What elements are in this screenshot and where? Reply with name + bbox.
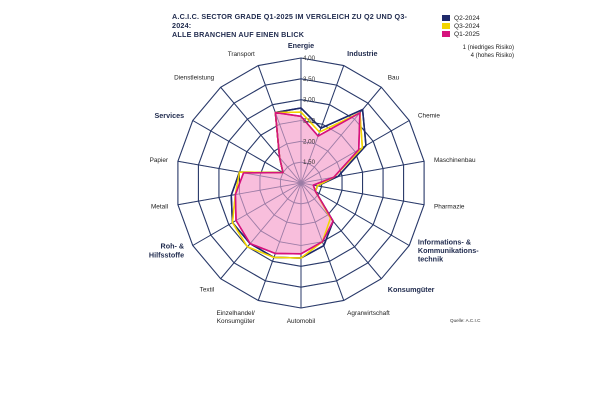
grid-ring-overlay bbox=[177, 57, 425, 309]
category-label: Services bbox=[155, 111, 185, 120]
series-outlines bbox=[230, 107, 367, 259]
category-label: Papier bbox=[150, 157, 169, 164]
grid-spoke-overlay bbox=[257, 65, 302, 184]
category-label-line: Services bbox=[155, 111, 185, 120]
grid-spoke bbox=[300, 182, 425, 206]
risk-scale-note: 1 (niedriges Risiko) 4 (hohes Risiko) bbox=[463, 44, 514, 60]
category-label: Energie bbox=[288, 41, 314, 50]
grid-spoke-overlay bbox=[300, 120, 410, 184]
category-label: Bau bbox=[388, 75, 400, 82]
category-label: Industrie bbox=[347, 49, 377, 58]
legend-item-q3-2024: Q3-2024 bbox=[442, 22, 512, 30]
grid-spoke bbox=[300, 182, 410, 246]
category-label: Dienstleistung bbox=[174, 75, 215, 82]
category-label: Informations- & Kommunikations-technik bbox=[418, 237, 479, 263]
category-label: Textil bbox=[200, 287, 215, 294]
category-label: Chemie bbox=[418, 113, 440, 120]
category-label: Transport bbox=[228, 51, 255, 58]
category-label: Konsumgüter bbox=[388, 285, 435, 294]
legend-label: Q1-2025 bbox=[454, 30, 480, 38]
series-group bbox=[230, 107, 367, 259]
grid-spoke-overlay bbox=[177, 182, 302, 206]
category-label-line: Textil bbox=[200, 287, 215, 294]
tick-label: 3,00 bbox=[303, 97, 316, 104]
grid-spoke-overlay bbox=[257, 182, 302, 301]
risk-low-label: 1 (niedriges Risiko) bbox=[462, 45, 514, 51]
category-labels: Energie Industrie Bau Chemie Maschinenbau Pha… bbox=[149, 41, 479, 325]
series-q1-2025 bbox=[234, 111, 361, 255]
legend-swatch-q3-2024 bbox=[442, 23, 450, 29]
category-label: Metall bbox=[151, 204, 168, 211]
tick-label: 4,00 bbox=[303, 55, 316, 62]
category-label: Agrarwirtschaft bbox=[347, 310, 390, 317]
category-label-line: Industrie bbox=[347, 49, 377, 58]
grid-spoke-overlay bbox=[300, 65, 345, 184]
category-label-line: Pharmazie bbox=[434, 204, 465, 211]
category-label-line: Energie bbox=[288, 41, 314, 50]
grid-spoke-overlay bbox=[300, 182, 382, 280]
category-label: Pharmazie bbox=[434, 204, 465, 211]
tick-label: 1,50 bbox=[303, 159, 316, 166]
legend-swatch-q1-2025 bbox=[442, 31, 450, 37]
category-label-line: technik bbox=[418, 255, 443, 264]
category-label: Maschinenbau bbox=[434, 157, 476, 164]
category-label-line: Konsumgüter bbox=[388, 285, 435, 294]
legend-item-q1-2025: Q1-2025 bbox=[442, 30, 512, 38]
category-label-line: Agrarwirtschaft bbox=[347, 310, 390, 317]
category-label-line: Hilfsstoffe bbox=[149, 250, 184, 259]
grid-spoke-overlay bbox=[220, 86, 302, 184]
grid-spoke-overlay bbox=[300, 182, 425, 206]
risk-high-label: 4 (hohes Risiko) bbox=[470, 53, 514, 59]
category-label-line: Automobil bbox=[287, 318, 315, 325]
grid-spoke-overlay bbox=[220, 182, 302, 280]
category-label-line: Einzelhandel/ bbox=[216, 310, 255, 317]
grid-spoke-overlay bbox=[300, 86, 382, 184]
legend: Q2-2024 Q3-2024 Q1-2025 bbox=[442, 14, 512, 38]
legend-label: Q2-2024 bbox=[454, 14, 480, 22]
source-note: Quelle: A.C.I.C bbox=[450, 318, 481, 323]
chart-title-line1: A.C.I.C. SECTOR GRADE Q1-2025 IM VERGLEI… bbox=[172, 12, 408, 30]
category-label: Automobil bbox=[287, 318, 315, 325]
category-label-line: Roh- & bbox=[161, 242, 185, 251]
category-label-line: Informations- & bbox=[418, 237, 471, 246]
legend-label: Q3-2024 bbox=[454, 22, 480, 30]
tick-label: 2,00 bbox=[303, 138, 316, 145]
legend-item-q2-2024: Q2-2024 bbox=[442, 14, 512, 22]
series-outline-q1-2025 bbox=[234, 111, 361, 255]
category-label-line: Konsumgüter bbox=[217, 318, 256, 325]
grid-spoke-overlay bbox=[300, 160, 425, 184]
grid-spoke-overlay bbox=[192, 182, 302, 246]
tick-labels: 1,50 2,00 2,50 3,00 3,50 4,00 bbox=[303, 55, 316, 166]
category-label-line: Transport bbox=[228, 51, 255, 58]
grid-overlay bbox=[177, 57, 425, 309]
grid-spoke-overlay bbox=[300, 182, 410, 246]
category-label-line: Kommunikations- bbox=[418, 246, 479, 255]
category-label-line: Chemie bbox=[418, 113, 440, 120]
legend-swatch-q2-2024 bbox=[442, 15, 450, 21]
category-label-line: Dienstleistung bbox=[174, 75, 215, 82]
category-label: Einzelhandel/Konsumgüter bbox=[216, 310, 255, 325]
grid-ring-overlay bbox=[239, 120, 363, 246]
category-label: Roh- & Hilfsstoffe bbox=[149, 242, 184, 260]
category-label-line: Maschinenbau bbox=[434, 157, 476, 164]
category-label-line: Metall bbox=[151, 204, 168, 211]
tick-label: 3,50 bbox=[303, 76, 316, 83]
tick-label: 2,50 bbox=[303, 118, 316, 125]
chart-title-line2: ALLE BRANCHEN AUF EINEN BLICK bbox=[172, 30, 305, 39]
grid-ring-overlay bbox=[218, 99, 384, 267]
grid-ring-overlay bbox=[259, 140, 343, 226]
category-label-line: Bau bbox=[388, 75, 400, 82]
grid-ring-overlay bbox=[198, 78, 404, 288]
chart-title: A.C.I.C. SECTOR GRADE Q1-2025 IM VERGLEI… bbox=[172, 12, 422, 39]
category-label-line: Papier bbox=[150, 157, 169, 164]
